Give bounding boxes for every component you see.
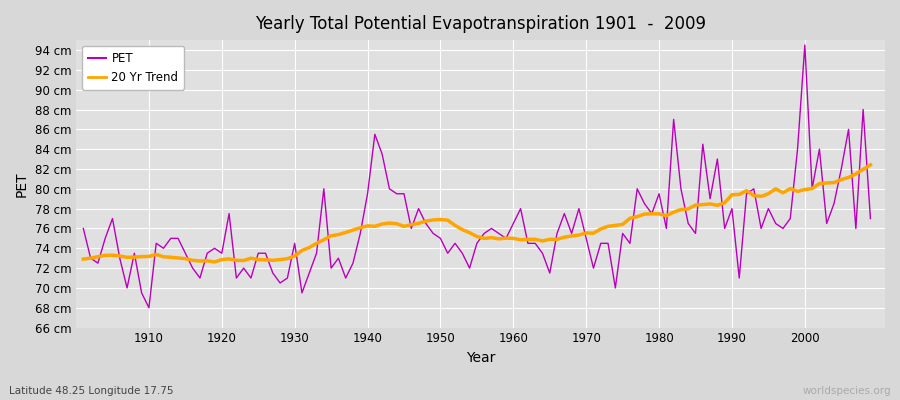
Legend: PET, 20 Yr Trend: PET, 20 Yr Trend <box>82 46 184 90</box>
Text: worldspecies.org: worldspecies.org <box>803 386 891 396</box>
Text: Latitude 48.25 Longitude 17.75: Latitude 48.25 Longitude 17.75 <box>9 386 174 396</box>
X-axis label: Year: Year <box>466 351 495 365</box>
Y-axis label: PET: PET <box>15 171 29 197</box>
Title: Yearly Total Potential Evapotranspiration 1901  -  2009: Yearly Total Potential Evapotranspiratio… <box>255 15 706 33</box>
